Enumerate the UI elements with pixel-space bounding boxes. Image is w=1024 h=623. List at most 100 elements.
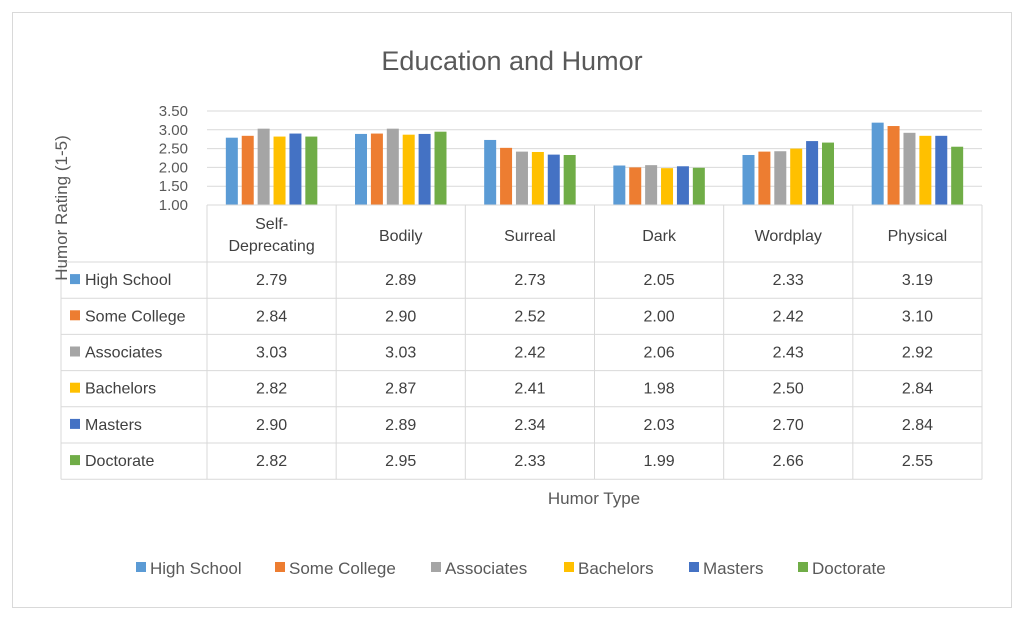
- data-label: 2.43: [773, 345, 804, 362]
- data-label: 2.50: [773, 381, 804, 398]
- table-series-key: [70, 418, 80, 429]
- data-label: 2.33: [773, 272, 804, 289]
- data-label: 1.99: [644, 453, 675, 470]
- data-label: 2.89: [385, 272, 416, 289]
- table-series-key: [70, 274, 80, 285]
- bar: [257, 128, 270, 205]
- table-series-label: Bachelors: [85, 381, 156, 398]
- category-label: Surreal: [504, 228, 556, 245]
- bar: [742, 154, 755, 205]
- bar: [484, 139, 497, 205]
- data-label: 2.82: [256, 453, 287, 470]
- bar: [500, 147, 513, 205]
- y-tick-label: 3.00: [159, 122, 188, 139]
- x-axis-title: Humor Type: [548, 489, 640, 508]
- legend-label: High School: [150, 559, 242, 578]
- category-label: Physical: [888, 228, 948, 245]
- table-series-key: [70, 346, 80, 357]
- bar: [273, 136, 286, 205]
- data-label: 2.00: [644, 308, 675, 325]
- bar: [613, 165, 626, 205]
- data-label: 2.84: [256, 308, 287, 325]
- data-label: 2.84: [902, 417, 933, 434]
- category-label: Dark: [642, 228, 677, 245]
- legend-key: [275, 562, 285, 572]
- bar: [515, 151, 528, 205]
- data-label: 2.03: [644, 417, 675, 434]
- data-label: 2.82: [256, 381, 287, 398]
- data-label: 2.84: [902, 381, 933, 398]
- category-label: Deprecating: [228, 238, 314, 255]
- y-tick-label: 1.50: [159, 178, 188, 195]
- legend-key: [798, 562, 808, 572]
- legend-key: [431, 562, 441, 572]
- bar: [289, 133, 302, 205]
- bar: [547, 154, 560, 205]
- category-label: Self-: [255, 216, 288, 233]
- data-label: 2.42: [773, 308, 804, 325]
- bar: [871, 122, 884, 205]
- legend-label: Masters: [703, 559, 763, 578]
- bar: [887, 126, 900, 205]
- table-series-key: [70, 310, 80, 321]
- y-tick-label: 2.00: [159, 159, 188, 176]
- table-series-label: Doctorate: [85, 453, 154, 470]
- table-series-key: [70, 382, 80, 393]
- data-label: 3.03: [385, 345, 416, 362]
- table-series-label: Masters: [85, 417, 142, 434]
- legend-label: Bachelors: [578, 559, 654, 578]
- data-label: 2.42: [514, 345, 545, 362]
- y-tick-label: 2.50: [159, 141, 188, 158]
- data-label: 2.05: [644, 272, 675, 289]
- bar: [676, 166, 689, 205]
- data-label: 2.66: [773, 453, 804, 470]
- bar: [774, 151, 787, 205]
- bar: [563, 154, 576, 205]
- bar: [790, 148, 803, 205]
- legend-label: Associates: [445, 559, 527, 578]
- bar: [531, 151, 544, 205]
- bar: [402, 134, 415, 205]
- data-label: 2.79: [256, 272, 287, 289]
- bar: [434, 131, 447, 205]
- data-label: 2.41: [514, 381, 545, 398]
- data-label: 2.55: [902, 453, 933, 470]
- data-label: 2.92: [902, 345, 933, 362]
- table-series-key: [70, 455, 80, 466]
- bar: [355, 133, 367, 205]
- y-axis-title: Humor Rating (1-5): [52, 135, 71, 281]
- data-label: 3.10: [902, 308, 933, 325]
- data-label: 2.90: [385, 308, 416, 325]
- data-label: 2.52: [514, 308, 545, 325]
- data-label: 2.33: [514, 453, 545, 470]
- data-label: 2.73: [514, 272, 545, 289]
- bar: [692, 167, 705, 205]
- bar: [806, 141, 819, 205]
- bar: [241, 135, 254, 205]
- bar: [386, 128, 399, 205]
- data-label: 2.87: [385, 381, 416, 398]
- table-series-label: Some College: [85, 308, 186, 325]
- legend-key: [136, 562, 146, 572]
- bar: [418, 133, 431, 205]
- category-label: Bodily: [379, 228, 423, 245]
- data-label: 3.03: [256, 345, 287, 362]
- data-label: 2.90: [256, 417, 287, 434]
- bar: [305, 136, 318, 205]
- data-label: 2.34: [514, 417, 545, 434]
- bar: [951, 146, 964, 205]
- legend-key: [689, 562, 699, 572]
- y-tick-label: 1.00: [159, 197, 188, 214]
- data-label: 2.06: [644, 345, 675, 362]
- bar: [661, 168, 674, 205]
- y-tick-label: 3.50: [159, 103, 188, 120]
- data-label: 2.89: [385, 417, 416, 434]
- table-series-label: High School: [85, 272, 171, 289]
- legend-key: [564, 562, 574, 572]
- legend-label: Some College: [289, 559, 396, 578]
- bar: [758, 151, 771, 205]
- bar: [822, 142, 834, 205]
- table-series-label: Associates: [85, 345, 162, 362]
- data-label: 1.98: [644, 381, 675, 398]
